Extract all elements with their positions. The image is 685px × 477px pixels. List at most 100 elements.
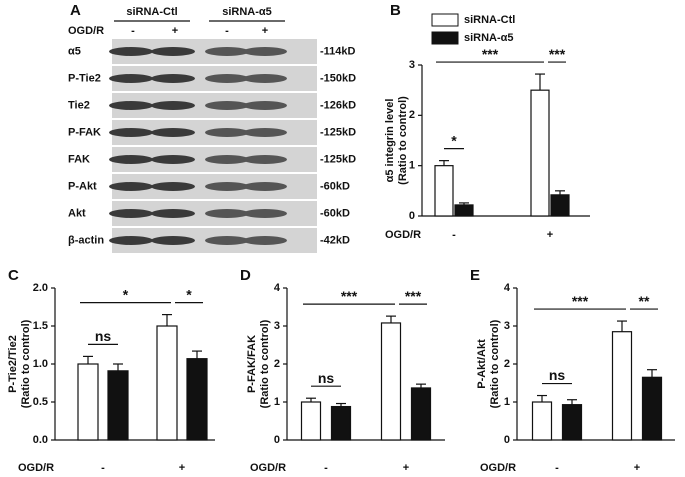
- y-axis-label: (Ratio to control): [489, 319, 501, 408]
- blot-band: [109, 209, 153, 218]
- bar: [330, 405, 352, 441]
- bar: [156, 325, 178, 441]
- legend-swatch: [431, 13, 459, 27]
- row-label: α5: [68, 45, 81, 57]
- y-tick-label: 3: [274, 320, 280, 332]
- blot-band: [205, 155, 249, 164]
- bar: [380, 322, 402, 441]
- y-axis-label: (Ratio to control): [20, 319, 32, 408]
- y-tick-label: 1.0: [33, 358, 48, 370]
- x-tick-label: -: [101, 462, 105, 474]
- lane-label: +: [262, 25, 268, 37]
- row-size: -60kD: [320, 207, 350, 219]
- blot-band: [109, 155, 153, 164]
- blot-band: [205, 128, 249, 137]
- y-tick-label: 0: [274, 434, 280, 446]
- row-size: -126kD: [320, 99, 356, 111]
- row-label: P-Akt: [68, 180, 97, 192]
- blot-band: [243, 209, 287, 218]
- blot-band: [109, 74, 153, 83]
- y-tick-label: 0: [409, 210, 415, 222]
- blot-band: [243, 128, 287, 137]
- blot-band: [205, 182, 249, 191]
- y-tick-label: 2.0: [33, 282, 48, 294]
- y-tick-label: 0.0: [33, 434, 48, 446]
- x-axis-label: OGD/R: [250, 462, 286, 474]
- significance-label: **: [639, 293, 650, 309]
- significance-label: *: [186, 286, 192, 302]
- significance-label: ***: [405, 288, 422, 304]
- lane-label: +: [172, 25, 178, 37]
- blot-band: [109, 182, 153, 191]
- y-tick-label: 0: [504, 434, 510, 446]
- row-size: -150kD: [320, 72, 356, 84]
- blot-band: [243, 155, 287, 164]
- y-axis-label: P-Tie2/Tie2: [7, 335, 19, 393]
- y-tick-label: 4: [504, 282, 511, 294]
- row-size: -125kD: [320, 126, 356, 138]
- blot-band: [151, 101, 195, 110]
- significance-label: ***: [549, 46, 566, 62]
- bar: [77, 363, 99, 441]
- bar: [530, 89, 550, 217]
- blot-band: [151, 74, 195, 83]
- x-tick-label: +: [179, 462, 185, 474]
- significance-label: ***: [482, 46, 499, 62]
- row-label: P-FAK: [68, 126, 101, 138]
- bar: [641, 376, 663, 441]
- significance-label: ns: [95, 328, 112, 344]
- bar: [107, 370, 129, 441]
- blot-band: [151, 155, 195, 164]
- legend-label: siRNA-α5: [464, 32, 514, 44]
- y-tick-label: 3: [409, 59, 415, 71]
- row-size: -42kD: [320, 234, 350, 246]
- blot-band: [109, 128, 153, 137]
- row-label: β-actin: [68, 234, 104, 246]
- significance-label: ***: [341, 288, 358, 304]
- legend-swatch: [431, 31, 459, 45]
- blot-band: [151, 209, 195, 218]
- blot-band: [151, 47, 195, 56]
- y-tick-label: 1: [409, 160, 415, 172]
- blot-band: [243, 101, 287, 110]
- row-size: -60kD: [320, 180, 350, 192]
- panel-letter: A: [70, 2, 81, 19]
- row-size: -125kD: [320, 153, 356, 165]
- y-tick-label: 2: [274, 358, 280, 370]
- blot-band: [151, 236, 195, 245]
- bar: [550, 194, 570, 217]
- blot-band: [151, 128, 195, 137]
- significance-label: ns: [318, 370, 335, 386]
- row-size: -114kD: [320, 45, 356, 57]
- y-axis-label: α5 integrin level: [384, 99, 396, 183]
- blot-band: [205, 209, 249, 218]
- x-axis-label: OGD/R: [480, 462, 516, 474]
- blot-band: [243, 236, 287, 245]
- blot-band: [151, 182, 195, 191]
- x-tick-label: +: [634, 462, 640, 474]
- blot-band: [243, 182, 287, 191]
- significance-label: ns: [549, 367, 566, 383]
- x-tick-label: -: [555, 462, 559, 474]
- bar: [410, 387, 432, 441]
- y-axis-label: P-Akt/Akt: [476, 339, 488, 389]
- legend-label: siRNA-Ctl: [464, 14, 515, 26]
- significance-label: *: [123, 286, 129, 302]
- bar: [186, 358, 208, 441]
- row-label: Tie2: [68, 99, 90, 111]
- blot-band: [109, 101, 153, 110]
- y-tick-label: 2: [504, 358, 510, 370]
- y-tick-label: 2: [409, 109, 415, 121]
- y-tick-label: 1: [274, 396, 280, 408]
- y-tick-label: 4: [274, 282, 281, 294]
- x-axis-label: OGD/R: [385, 229, 421, 241]
- group-label: siRNA-α5: [222, 6, 272, 18]
- blot-band: [243, 47, 287, 56]
- bar: [300, 401, 322, 441]
- condition-label: OGD/R: [68, 25, 104, 37]
- bar: [454, 204, 474, 217]
- bar: [561, 404, 583, 441]
- bar: [434, 165, 454, 217]
- x-tick-label: -: [452, 229, 456, 241]
